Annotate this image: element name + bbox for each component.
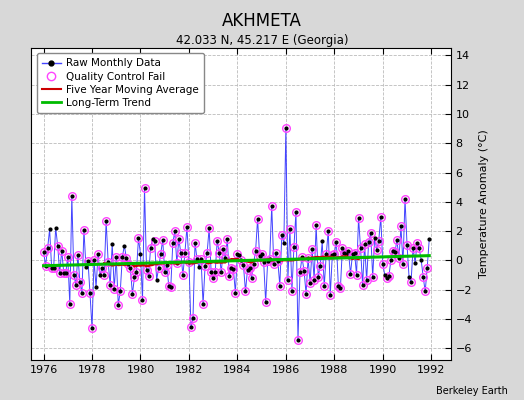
Text: AKHMETA: AKHMETA bbox=[222, 12, 302, 30]
Text: Berkeley Earth: Berkeley Earth bbox=[436, 386, 508, 396]
Text: 42.033 N, 45.217 E (Georgia): 42.033 N, 45.217 E (Georgia) bbox=[176, 34, 348, 47]
Y-axis label: Temperature Anomaly (°C): Temperature Anomaly (°C) bbox=[479, 130, 489, 278]
Legend: Raw Monthly Data, Quality Control Fail, Five Year Moving Average, Long-Term Tren: Raw Monthly Data, Quality Control Fail, … bbox=[37, 53, 204, 113]
